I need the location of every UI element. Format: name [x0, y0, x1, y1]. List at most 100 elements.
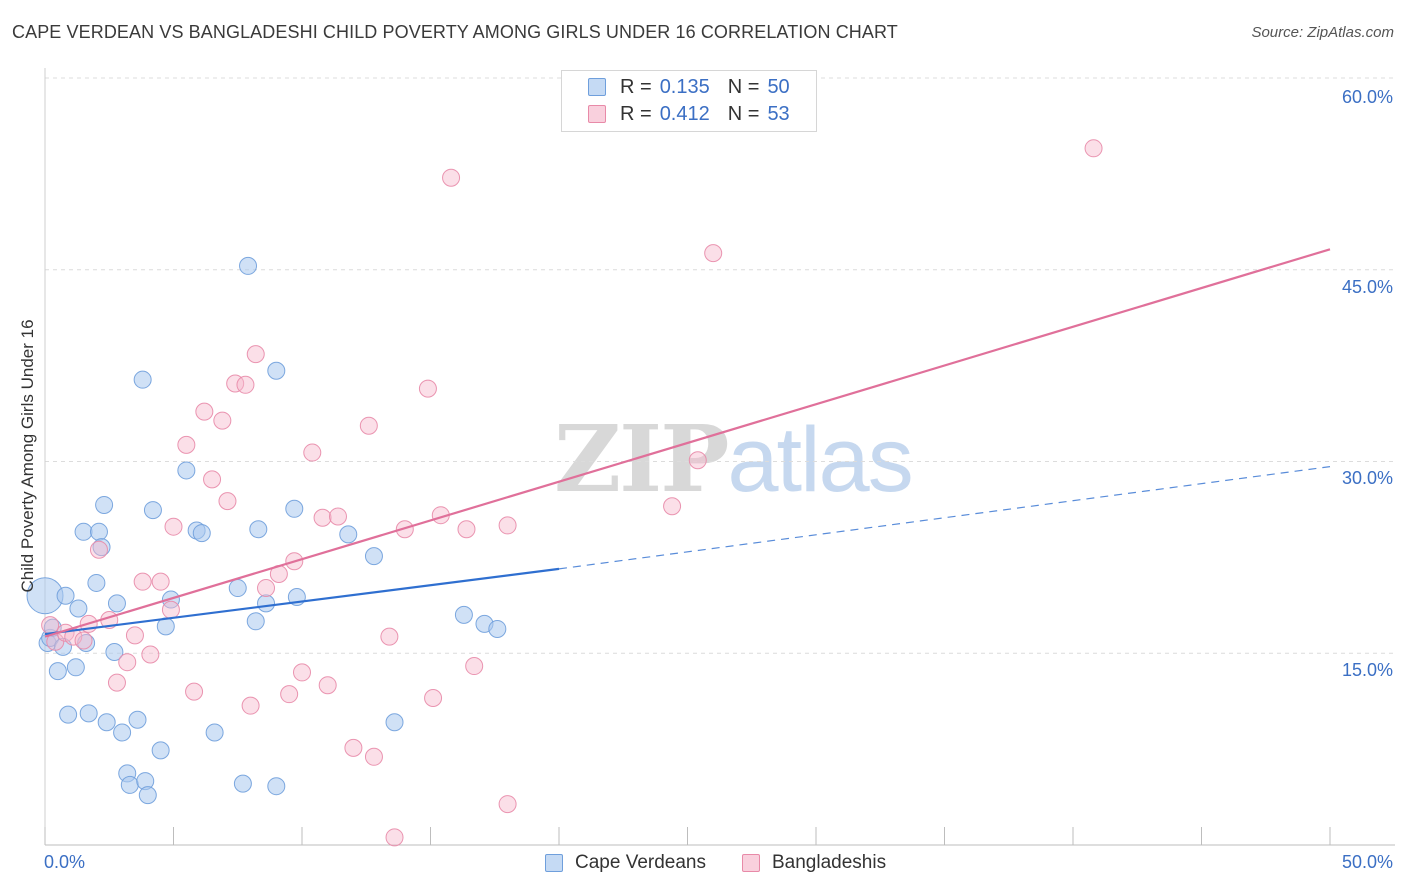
bangladeshi-point	[107, 673, 126, 692]
cape-verdean-point	[105, 642, 124, 661]
bangladeshi-point	[498, 795, 517, 814]
legend-row-bangladeshis: R = 0.412 N = 53	[588, 102, 790, 126]
bangladeshi-point	[257, 579, 276, 598]
bangladeshi-point	[442, 168, 461, 187]
n-label: N =	[727, 75, 760, 98]
bangladeshi-point	[218, 492, 237, 511]
cape-verdean-point	[107, 594, 126, 613]
n-value: 50	[767, 75, 790, 98]
blue-swatch	[545, 854, 563, 872]
cape-verdean-point	[69, 599, 88, 618]
bangladeshi-point	[195, 402, 214, 421]
grid-lines	[45, 77, 1395, 654]
bangladeshi-point	[704, 244, 723, 263]
y-tick-label: 60.0%	[1341, 87, 1393, 107]
cape-verdean-point	[267, 361, 286, 380]
bangladeshi-point	[177, 435, 196, 454]
bangladeshi-point	[293, 663, 311, 682]
cape-verdean-point	[120, 775, 139, 794]
bangladeshi-point	[364, 747, 383, 766]
cape-verdean-point	[56, 586, 75, 605]
cape-verdean-point	[79, 704, 98, 723]
cape-verdean-point	[133, 370, 152, 389]
bangladeshi-point	[457, 520, 476, 539]
bangladeshi-point	[318, 676, 337, 695]
correlation-legend: R = 0.135 N = 50 R = 0.412 N = 53	[561, 70, 817, 132]
cape-verdean-point	[257, 594, 276, 613]
watermark-atlas: atlas	[727, 409, 913, 511]
cape-verdean-point	[285, 499, 304, 518]
y-tick-label: 15.0%	[1341, 660, 1393, 680]
cape-verdean-point	[364, 547, 383, 566]
r-label: R =	[620, 102, 652, 125]
cape-verdean-point	[339, 525, 358, 544]
cape-verdean-point	[143, 501, 162, 520]
cape-verdean-point	[92, 538, 111, 557]
r-value: 0.135	[659, 75, 710, 98]
x-tick-label-min: 0.0%	[44, 852, 86, 872]
y-tick-label: 30.0%	[1341, 468, 1393, 488]
bangladeshi-point	[241, 696, 260, 715]
bangladeshi-point	[1084, 139, 1103, 158]
bangladeshi-point	[89, 540, 108, 559]
cape-verdean-point	[177, 461, 196, 480]
bangladeshi-point	[465, 657, 484, 676]
bangladeshi-point	[133, 572, 152, 591]
pink-swatch	[742, 854, 760, 872]
bangladeshi-point	[125, 626, 144, 645]
cape-verdean-point	[48, 662, 67, 681]
bangladeshi-point	[303, 443, 322, 462]
bangladeshi-point	[424, 688, 443, 707]
y-tick-label: 45.0%	[1341, 277, 1393, 297]
source-credit: Source: ZipAtlas.com	[1251, 24, 1394, 41]
bangladeshi-point	[344, 738, 363, 757]
cape-verdean-trend-line	[44, 567, 560, 636]
cape-verdean-point	[228, 579, 247, 598]
bangladeshi-point	[41, 616, 60, 635]
cape-verdean-point	[128, 710, 147, 729]
bangladeshi-point	[164, 517, 183, 536]
bangladeshi-point	[280, 685, 299, 704]
legend-item-bangladeshis[interactable]: Bangladeshis	[742, 852, 886, 874]
bangladeshi-point	[688, 451, 707, 470]
bangladeshi-point	[203, 470, 222, 489]
watermark-zip: ZIP	[554, 405, 729, 513]
cape-verdean-point	[385, 713, 404, 732]
cape-verdean-point	[205, 723, 224, 742]
bangladeshi-point	[359, 416, 378, 435]
bangladeshi-point	[74, 631, 93, 650]
bangladeshi-point	[380, 627, 399, 646]
cape-verdean-point	[138, 786, 157, 805]
cape-verdean-point	[95, 495, 114, 514]
bangladeshi-point	[118, 653, 137, 672]
bangladeshi-point	[498, 516, 517, 535]
r-label: R =	[620, 75, 652, 98]
r-value: 0.412	[659, 102, 710, 125]
cape-verdean-trend-extension	[558, 466, 1331, 570]
watermark: ZIPatlas	[554, 405, 914, 513]
cape-verdean-point	[454, 605, 473, 624]
bangladeshi-point	[161, 600, 180, 619]
x-tick-label-max: 50.0%	[1341, 852, 1393, 872]
legend-row-cape-verdeans: R = 0.135 N = 50	[588, 75, 790, 99]
cape-verdean-point	[59, 705, 78, 724]
trend-lines	[44, 248, 1331, 638]
bangladeshi-point	[385, 828, 404, 847]
cape-verdean-point	[267, 777, 286, 796]
cape-verdean-point	[192, 524, 211, 543]
bangladeshi-point	[213, 411, 232, 430]
cape-verdean-point	[233, 774, 252, 793]
bangladeshi-point	[246, 345, 265, 364]
bangladeshi-point	[418, 379, 437, 398]
cape-verdean-point	[87, 573, 106, 592]
legend-label: Bangladeshis	[772, 852, 887, 873]
cape-verdean-point	[66, 658, 85, 677]
bangladeshi-point	[328, 507, 347, 526]
cape-verdean-point	[488, 619, 507, 638]
legend-item-cape-verdeans[interactable]: Cape Verdeans	[545, 852, 706, 874]
pink-swatch	[588, 105, 606, 123]
cape-verdean-point	[97, 713, 116, 732]
n-value: 53	[767, 102, 790, 125]
legend-label: Cape Verdeans	[575, 852, 706, 873]
